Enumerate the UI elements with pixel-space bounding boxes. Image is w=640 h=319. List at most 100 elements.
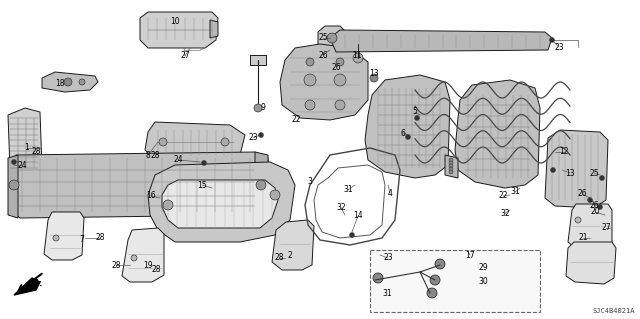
Text: 7: 7 bbox=[79, 235, 84, 244]
Circle shape bbox=[254, 104, 262, 112]
Circle shape bbox=[305, 100, 315, 110]
Circle shape bbox=[335, 100, 345, 110]
Polygon shape bbox=[318, 26, 346, 50]
Circle shape bbox=[270, 190, 280, 200]
Text: 22: 22 bbox=[291, 115, 301, 123]
Text: 24: 24 bbox=[17, 160, 27, 169]
Circle shape bbox=[53, 235, 59, 241]
Circle shape bbox=[430, 275, 440, 285]
Text: 2: 2 bbox=[287, 250, 292, 259]
Text: 20: 20 bbox=[590, 207, 600, 217]
Text: 28: 28 bbox=[150, 151, 160, 160]
Polygon shape bbox=[210, 20, 218, 38]
Text: 1: 1 bbox=[24, 144, 29, 152]
Text: 14: 14 bbox=[353, 211, 363, 220]
Circle shape bbox=[256, 180, 266, 190]
Polygon shape bbox=[162, 180, 278, 228]
Text: 10: 10 bbox=[170, 18, 180, 26]
Polygon shape bbox=[8, 155, 18, 218]
Circle shape bbox=[349, 233, 355, 238]
Polygon shape bbox=[10, 152, 268, 218]
Circle shape bbox=[306, 58, 314, 66]
Text: 28: 28 bbox=[111, 261, 121, 270]
Text: 31: 31 bbox=[382, 290, 392, 299]
Text: SJC4B4021A: SJC4B4021A bbox=[593, 308, 635, 314]
Text: 23: 23 bbox=[554, 42, 564, 51]
Polygon shape bbox=[140, 12, 218, 48]
Text: 16: 16 bbox=[146, 191, 156, 201]
Circle shape bbox=[9, 180, 19, 190]
Text: 19: 19 bbox=[143, 261, 153, 270]
Circle shape bbox=[79, 79, 85, 85]
Text: 27: 27 bbox=[601, 224, 611, 233]
Text: 28: 28 bbox=[151, 265, 161, 275]
Text: 25: 25 bbox=[589, 168, 599, 177]
Text: 26: 26 bbox=[318, 50, 328, 60]
Polygon shape bbox=[145, 122, 245, 162]
Text: 5: 5 bbox=[413, 108, 417, 116]
Circle shape bbox=[334, 74, 346, 86]
Circle shape bbox=[449, 167, 453, 171]
Polygon shape bbox=[280, 44, 368, 120]
Text: 25: 25 bbox=[318, 33, 328, 42]
Circle shape bbox=[304, 74, 316, 86]
Text: 26: 26 bbox=[577, 189, 587, 198]
Circle shape bbox=[370, 74, 378, 82]
Circle shape bbox=[449, 170, 453, 174]
Text: 32: 32 bbox=[336, 204, 346, 212]
Text: 28: 28 bbox=[95, 234, 105, 242]
Circle shape bbox=[550, 167, 556, 173]
Text: 11: 11 bbox=[352, 51, 362, 61]
Text: 30: 30 bbox=[478, 277, 488, 286]
Polygon shape bbox=[14, 278, 40, 295]
Text: 3: 3 bbox=[308, 177, 312, 187]
Text: 29: 29 bbox=[478, 263, 488, 272]
Text: 28: 28 bbox=[275, 254, 284, 263]
Text: 32: 32 bbox=[500, 209, 510, 218]
Bar bbox=[370, 250, 540, 312]
Circle shape bbox=[550, 38, 554, 42]
Text: 24: 24 bbox=[173, 155, 183, 165]
Text: 28: 28 bbox=[31, 147, 41, 157]
Circle shape bbox=[373, 273, 383, 283]
Circle shape bbox=[327, 33, 337, 43]
Polygon shape bbox=[545, 130, 608, 208]
Circle shape bbox=[588, 197, 593, 203]
Circle shape bbox=[600, 175, 605, 181]
Polygon shape bbox=[255, 152, 268, 218]
Circle shape bbox=[427, 288, 437, 298]
Text: 18: 18 bbox=[55, 79, 65, 88]
Polygon shape bbox=[455, 80, 540, 188]
Polygon shape bbox=[272, 220, 314, 270]
Circle shape bbox=[449, 164, 453, 168]
Text: 4: 4 bbox=[388, 189, 392, 197]
Circle shape bbox=[131, 255, 137, 261]
Circle shape bbox=[415, 115, 419, 121]
Text: 13: 13 bbox=[565, 168, 575, 177]
Polygon shape bbox=[8, 108, 42, 175]
Text: 8: 8 bbox=[146, 151, 150, 160]
Bar bbox=[250, 55, 266, 65]
Polygon shape bbox=[148, 162, 295, 242]
Text: 12: 12 bbox=[559, 147, 569, 157]
Text: 21: 21 bbox=[579, 234, 588, 242]
Circle shape bbox=[259, 132, 264, 137]
Text: 31: 31 bbox=[343, 186, 353, 195]
Circle shape bbox=[159, 138, 167, 146]
Text: 26: 26 bbox=[331, 63, 341, 72]
Circle shape bbox=[12, 160, 17, 165]
Polygon shape bbox=[44, 212, 84, 260]
Circle shape bbox=[575, 217, 581, 223]
Polygon shape bbox=[330, 30, 552, 52]
Circle shape bbox=[163, 200, 173, 210]
Text: Fr.: Fr. bbox=[32, 279, 44, 288]
Text: 17: 17 bbox=[465, 250, 475, 259]
Circle shape bbox=[202, 160, 207, 166]
Polygon shape bbox=[445, 155, 458, 178]
Circle shape bbox=[336, 58, 344, 66]
Polygon shape bbox=[122, 228, 164, 282]
Text: 22: 22 bbox=[499, 191, 508, 201]
Text: 23: 23 bbox=[248, 133, 258, 143]
Circle shape bbox=[449, 158, 453, 162]
Polygon shape bbox=[566, 242, 616, 284]
